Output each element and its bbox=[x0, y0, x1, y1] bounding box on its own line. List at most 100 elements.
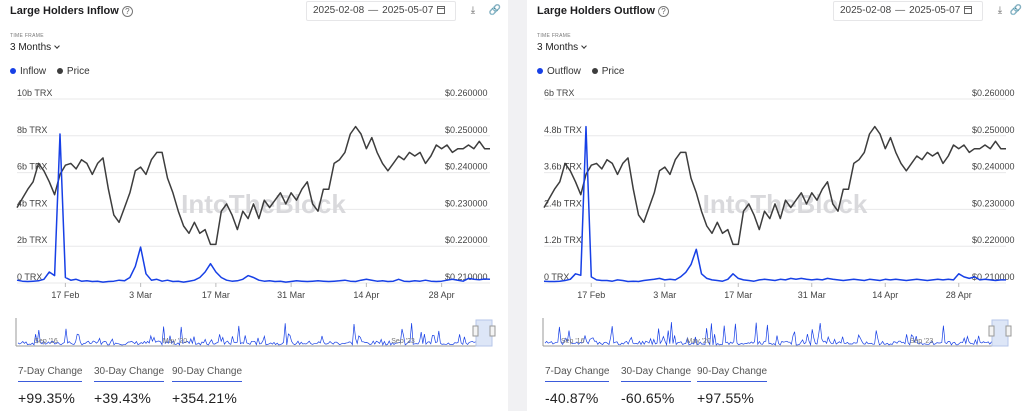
x-tick-label: 17 Feb bbox=[577, 290, 605, 300]
timeframe-label: TIME FRAME bbox=[10, 33, 44, 39]
legend-item-price[interactable]: Price bbox=[56, 66, 90, 77]
y-right-tick-label: $0.220000 bbox=[972, 235, 1015, 245]
change-90d-value: +97.55% bbox=[697, 390, 755, 406]
y-left-tick-label: 3.6b TRX bbox=[544, 162, 582, 172]
legend-label-flow: Outflow bbox=[547, 66, 581, 77]
chevron-down-icon bbox=[54, 43, 60, 49]
navigator-chart[interactable]: Sep '16 May '20 Sep '23 bbox=[527, 316, 1024, 350]
x-tick-label: 17 Mar bbox=[202, 290, 230, 300]
change-90d: 90-Day Change +354.21% bbox=[172, 366, 243, 406]
change-90d-label[interactable]: 90-Day Change bbox=[172, 366, 243, 382]
date-end: 2025-05-07 bbox=[382, 5, 434, 16]
y-left-tick-label: 0 TRX bbox=[544, 272, 569, 282]
y-right-tick-label: $0.260000 bbox=[445, 88, 488, 98]
legend-label-price: Price bbox=[66, 66, 90, 77]
change-7d-label[interactable]: 7-Day Change bbox=[545, 366, 610, 382]
change-7d: 7-Day Change -40.87% bbox=[545, 366, 610, 406]
navigator-tick-label: Sep '16 bbox=[561, 338, 585, 345]
change-30d-value: +39.43% bbox=[94, 390, 152, 406]
x-tick-label: 31 Mar bbox=[798, 290, 826, 300]
y-right-tick-label: $0.240000 bbox=[972, 162, 1015, 172]
main-chart[interactable]: 6b TRX 4.8b TRX 3.6b TRX 2.4b TRX 1.2b TRX 0 … bbox=[527, 88, 1024, 310]
watermark: IntoTheBlock bbox=[703, 189, 868, 219]
x-tick-label: 28 Apr bbox=[429, 290, 455, 300]
x-tick-label: 3 Mar bbox=[129, 290, 152, 300]
download-icon[interactable]: ⤓ bbox=[470, 5, 476, 16]
y-left-tick-label: 1.2b TRX bbox=[544, 235, 582, 245]
date-start: 2025-02-08 bbox=[840, 5, 892, 16]
y-right-tick-label: $0.250000 bbox=[972, 125, 1015, 135]
x-tick-label: 31 Mar bbox=[277, 290, 305, 300]
navigator-series bbox=[17, 322, 486, 346]
legend: Inflow Price bbox=[10, 66, 98, 77]
series-line-price bbox=[16, 125, 490, 246]
navigator-handle-right bbox=[489, 325, 496, 337]
change-30d: 30-Day Change +39.43% bbox=[94, 366, 165, 406]
navigator-tick-label: Sep '23 bbox=[391, 338, 415, 345]
panel-title: Large Holders Outflow? bbox=[537, 5, 669, 17]
x-tick-label: 17 Feb bbox=[51, 290, 79, 300]
date-separator: — bbox=[368, 5, 379, 16]
legend-label-price: Price bbox=[601, 66, 625, 77]
legend-dot-price bbox=[56, 68, 63, 74]
change-30d: 30-Day Change -60.65% bbox=[621, 366, 692, 406]
link-icon[interactable]: 🔗 bbox=[1009, 5, 1023, 16]
change-30d-value: -60.65% bbox=[621, 390, 675, 406]
navigator-tick-label: May '20 bbox=[163, 338, 187, 345]
link-icon[interactable]: 🔗 bbox=[488, 5, 502, 16]
change-7d: 7-Day Change +99.35% bbox=[18, 366, 83, 406]
x-tick-label: 14 Apr bbox=[353, 290, 379, 300]
legend-item-price[interactable]: Price bbox=[591, 66, 625, 77]
y-right-tick-label: $0.210000 bbox=[445, 272, 488, 282]
timeframe-label: TIME FRAME bbox=[537, 33, 571, 39]
y-right-tick-label: $0.220000 bbox=[445, 235, 488, 245]
navigator-tick-label: Sep '23 bbox=[910, 338, 934, 345]
legend-dot-flow bbox=[537, 68, 543, 74]
navigator-tick-label: May '20 bbox=[687, 338, 711, 345]
y-right-tick-label: $0.230000 bbox=[445, 198, 488, 208]
series-line-flow bbox=[16, 133, 491, 283]
legend: Outflow Price bbox=[537, 66, 632, 77]
change-90d-value: +354.21% bbox=[172, 390, 238, 406]
navigator-chart[interactable]: Sep '16 May '20 Sep '23 bbox=[0, 316, 508, 350]
calendar-icon bbox=[964, 6, 973, 14]
change-30d-label[interactable]: 30-Day Change bbox=[94, 366, 165, 382]
y-left-tick-label: 6b TRX bbox=[544, 88, 574, 98]
help-icon[interactable]: ? bbox=[657, 6, 669, 17]
panel-title: Large Holders Inflow? bbox=[10, 5, 133, 17]
calendar-icon bbox=[437, 6, 446, 14]
x-tick-label: 3 Mar bbox=[653, 290, 676, 300]
change-7d-value: -40.87% bbox=[545, 390, 599, 406]
legend-item-flow[interactable]: Inflow bbox=[10, 66, 46, 77]
download-icon[interactable]: ⤓ bbox=[997, 5, 1003, 16]
change-7d-value: +99.35% bbox=[18, 390, 76, 406]
x-tick-label: 14 Apr bbox=[872, 290, 898, 300]
help-icon[interactable]: ? bbox=[121, 6, 133, 17]
date-range-picker[interactable]: 2025-02-08—2025-05-07 bbox=[833, 1, 983, 21]
date-end: 2025-05-07 bbox=[909, 5, 961, 16]
y-left-tick-label: 2b TRX bbox=[17, 235, 47, 245]
legend-dot-flow bbox=[10, 68, 16, 74]
y-left-tick-label: 6b TRX bbox=[17, 162, 47, 172]
change-90d: 90-Day Change +97.55% bbox=[697, 366, 768, 406]
y-right-tick-label: $0.210000 bbox=[972, 272, 1015, 282]
timeframe-select[interactable]: 3 Months bbox=[10, 42, 60, 53]
date-range-picker[interactable]: 2025-02-08—2025-05-07 bbox=[306, 1, 456, 21]
date-separator: — bbox=[895, 5, 906, 16]
main-chart[interactable]: 10b TRX 8b TRX 6b TRX 4b TRX 2b TRX 0 TRX $0.2… bbox=[0, 88, 508, 310]
y-right-tick-label: $0.250000 bbox=[445, 125, 488, 135]
change-7d-label[interactable]: 7-Day Change bbox=[18, 366, 83, 382]
y-left-tick-label: 2.4b TRX bbox=[544, 198, 582, 208]
timeframe-select[interactable]: 3 Months bbox=[537, 42, 587, 53]
y-left-tick-label: 0 TRX bbox=[17, 272, 42, 282]
y-right-tick-label: $0.260000 bbox=[972, 88, 1015, 98]
y-right-tick-label: $0.230000 bbox=[972, 198, 1015, 208]
change-30d-label[interactable]: 30-Day Change bbox=[621, 366, 692, 382]
series-line-price bbox=[543, 125, 1006, 246]
outflow-panel: Large Holders Outflow? 2025-02-08—2025-0… bbox=[527, 0, 1024, 411]
y-right-tick-label: $0.240000 bbox=[445, 162, 488, 172]
navigator-series bbox=[544, 322, 1002, 347]
legend-item-flow[interactable]: Outflow bbox=[537, 66, 581, 77]
navigator-handle-left bbox=[472, 325, 479, 337]
change-90d-label[interactable]: 90-Day Change bbox=[697, 366, 768, 382]
